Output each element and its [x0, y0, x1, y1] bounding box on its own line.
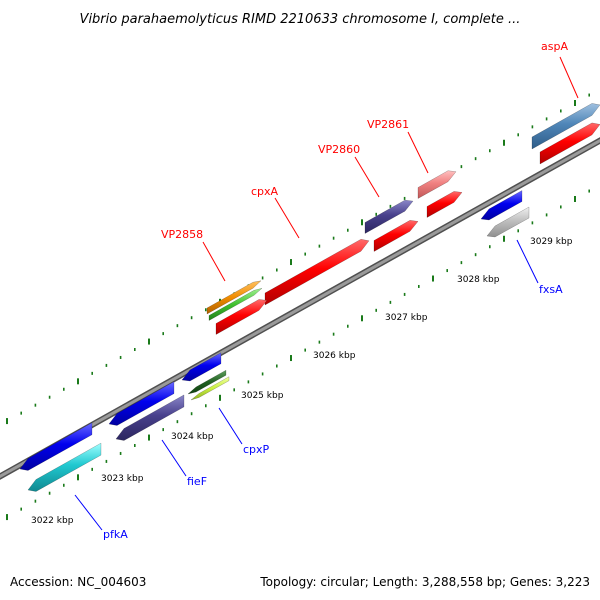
gene-label-pfkA[interactable]: pfkA — [103, 528, 128, 541]
aspA-leader — [559, 56, 579, 99]
VP2861-cds-feature[interactable] — [426, 191, 463, 218]
tick-label-3024: 3024 kbp — [171, 432, 214, 442]
gene-label-fxsA[interactable]: fxsA — [539, 283, 563, 296]
fxsA-leader — [516, 239, 539, 284]
tick-label-3023: 3023 kbp — [101, 474, 144, 484]
gene-label-cpxA[interactable]: cpxA — [251, 185, 279, 198]
VP2861-feature[interactable] — [417, 170, 457, 199]
fieF-navy-feature[interactable] — [115, 394, 185, 441]
genome-summary-text: Topology: circular; Length: 3,288,558 bp… — [259, 575, 590, 589]
fxsA-grey-feature[interactable] — [486, 206, 530, 238]
VP2860-leader — [354, 156, 380, 198]
VP2860-feature[interactable] — [364, 199, 414, 234]
VP2858-cds-feature[interactable] — [215, 299, 268, 335]
fieF-feature[interactable] — [108, 381, 175, 426]
tick-label-3027: 3027 kbp — [385, 313, 428, 323]
cpxP-dkgreen-feature[interactable] — [187, 369, 227, 395]
pfkA-feature[interactable] — [19, 422, 93, 471]
tick-label-3022: 3022 kbp — [31, 516, 74, 526]
aspA-cds-feature[interactable] — [539, 122, 600, 165]
tick-label-3026: 3026 kbp — [313, 351, 356, 361]
fxsA-feature[interactable] — [480, 190, 523, 221]
tick-label-3029: 3029 kbp — [530, 237, 573, 247]
gene-label-VP2860[interactable]: VP2860 — [318, 143, 360, 156]
gene-label-VP2858[interactable]: VP2858 — [161, 228, 203, 241]
gene-label-aspA[interactable]: aspA — [541, 40, 568, 53]
gene-features — [19, 103, 600, 492]
VP2858-green-feature[interactable] — [208, 288, 263, 321]
tick-marks — [6, 93, 591, 521]
cpxP-lime-feature[interactable] — [190, 376, 230, 401]
tick-label-3028: 3028 kbp — [457, 275, 500, 285]
fieF-leader — [161, 439, 187, 477]
gene-label-cpxP[interactable]: cpxP — [243, 443, 270, 456]
tick-label-3025: 3025 kbp — [241, 391, 284, 401]
pfkA-cyan-feature[interactable] — [27, 442, 102, 492]
pfkA-leader — [74, 494, 103, 531]
cpxA-leader — [274, 197, 300, 239]
VP2858-feature[interactable] — [206, 280, 262, 315]
aspA-feature[interactable] — [531, 103, 600, 150]
gene-label-VP2861[interactable]: VP2861 — [367, 118, 409, 131]
accession-text: Accession: NC_004603 — [10, 575, 146, 589]
cpxP-feature[interactable] — [181, 352, 222, 382]
map-title: Vibrio parahaemolyticus RIMD 2210633 chr… — [80, 12, 521, 27]
VP2860-cds-feature[interactable] — [373, 220, 419, 252]
label-leaders — [74, 56, 579, 531]
VP2861-leader — [407, 131, 429, 174]
chromosome-backbone — [0, 137, 600, 480]
VP2858-leader — [202, 241, 226, 282]
gene-label-fieF[interactable]: fieF — [187, 475, 207, 488]
cpxP-leader — [218, 407, 243, 445]
cpxA-feature[interactable] — [264, 238, 370, 306]
